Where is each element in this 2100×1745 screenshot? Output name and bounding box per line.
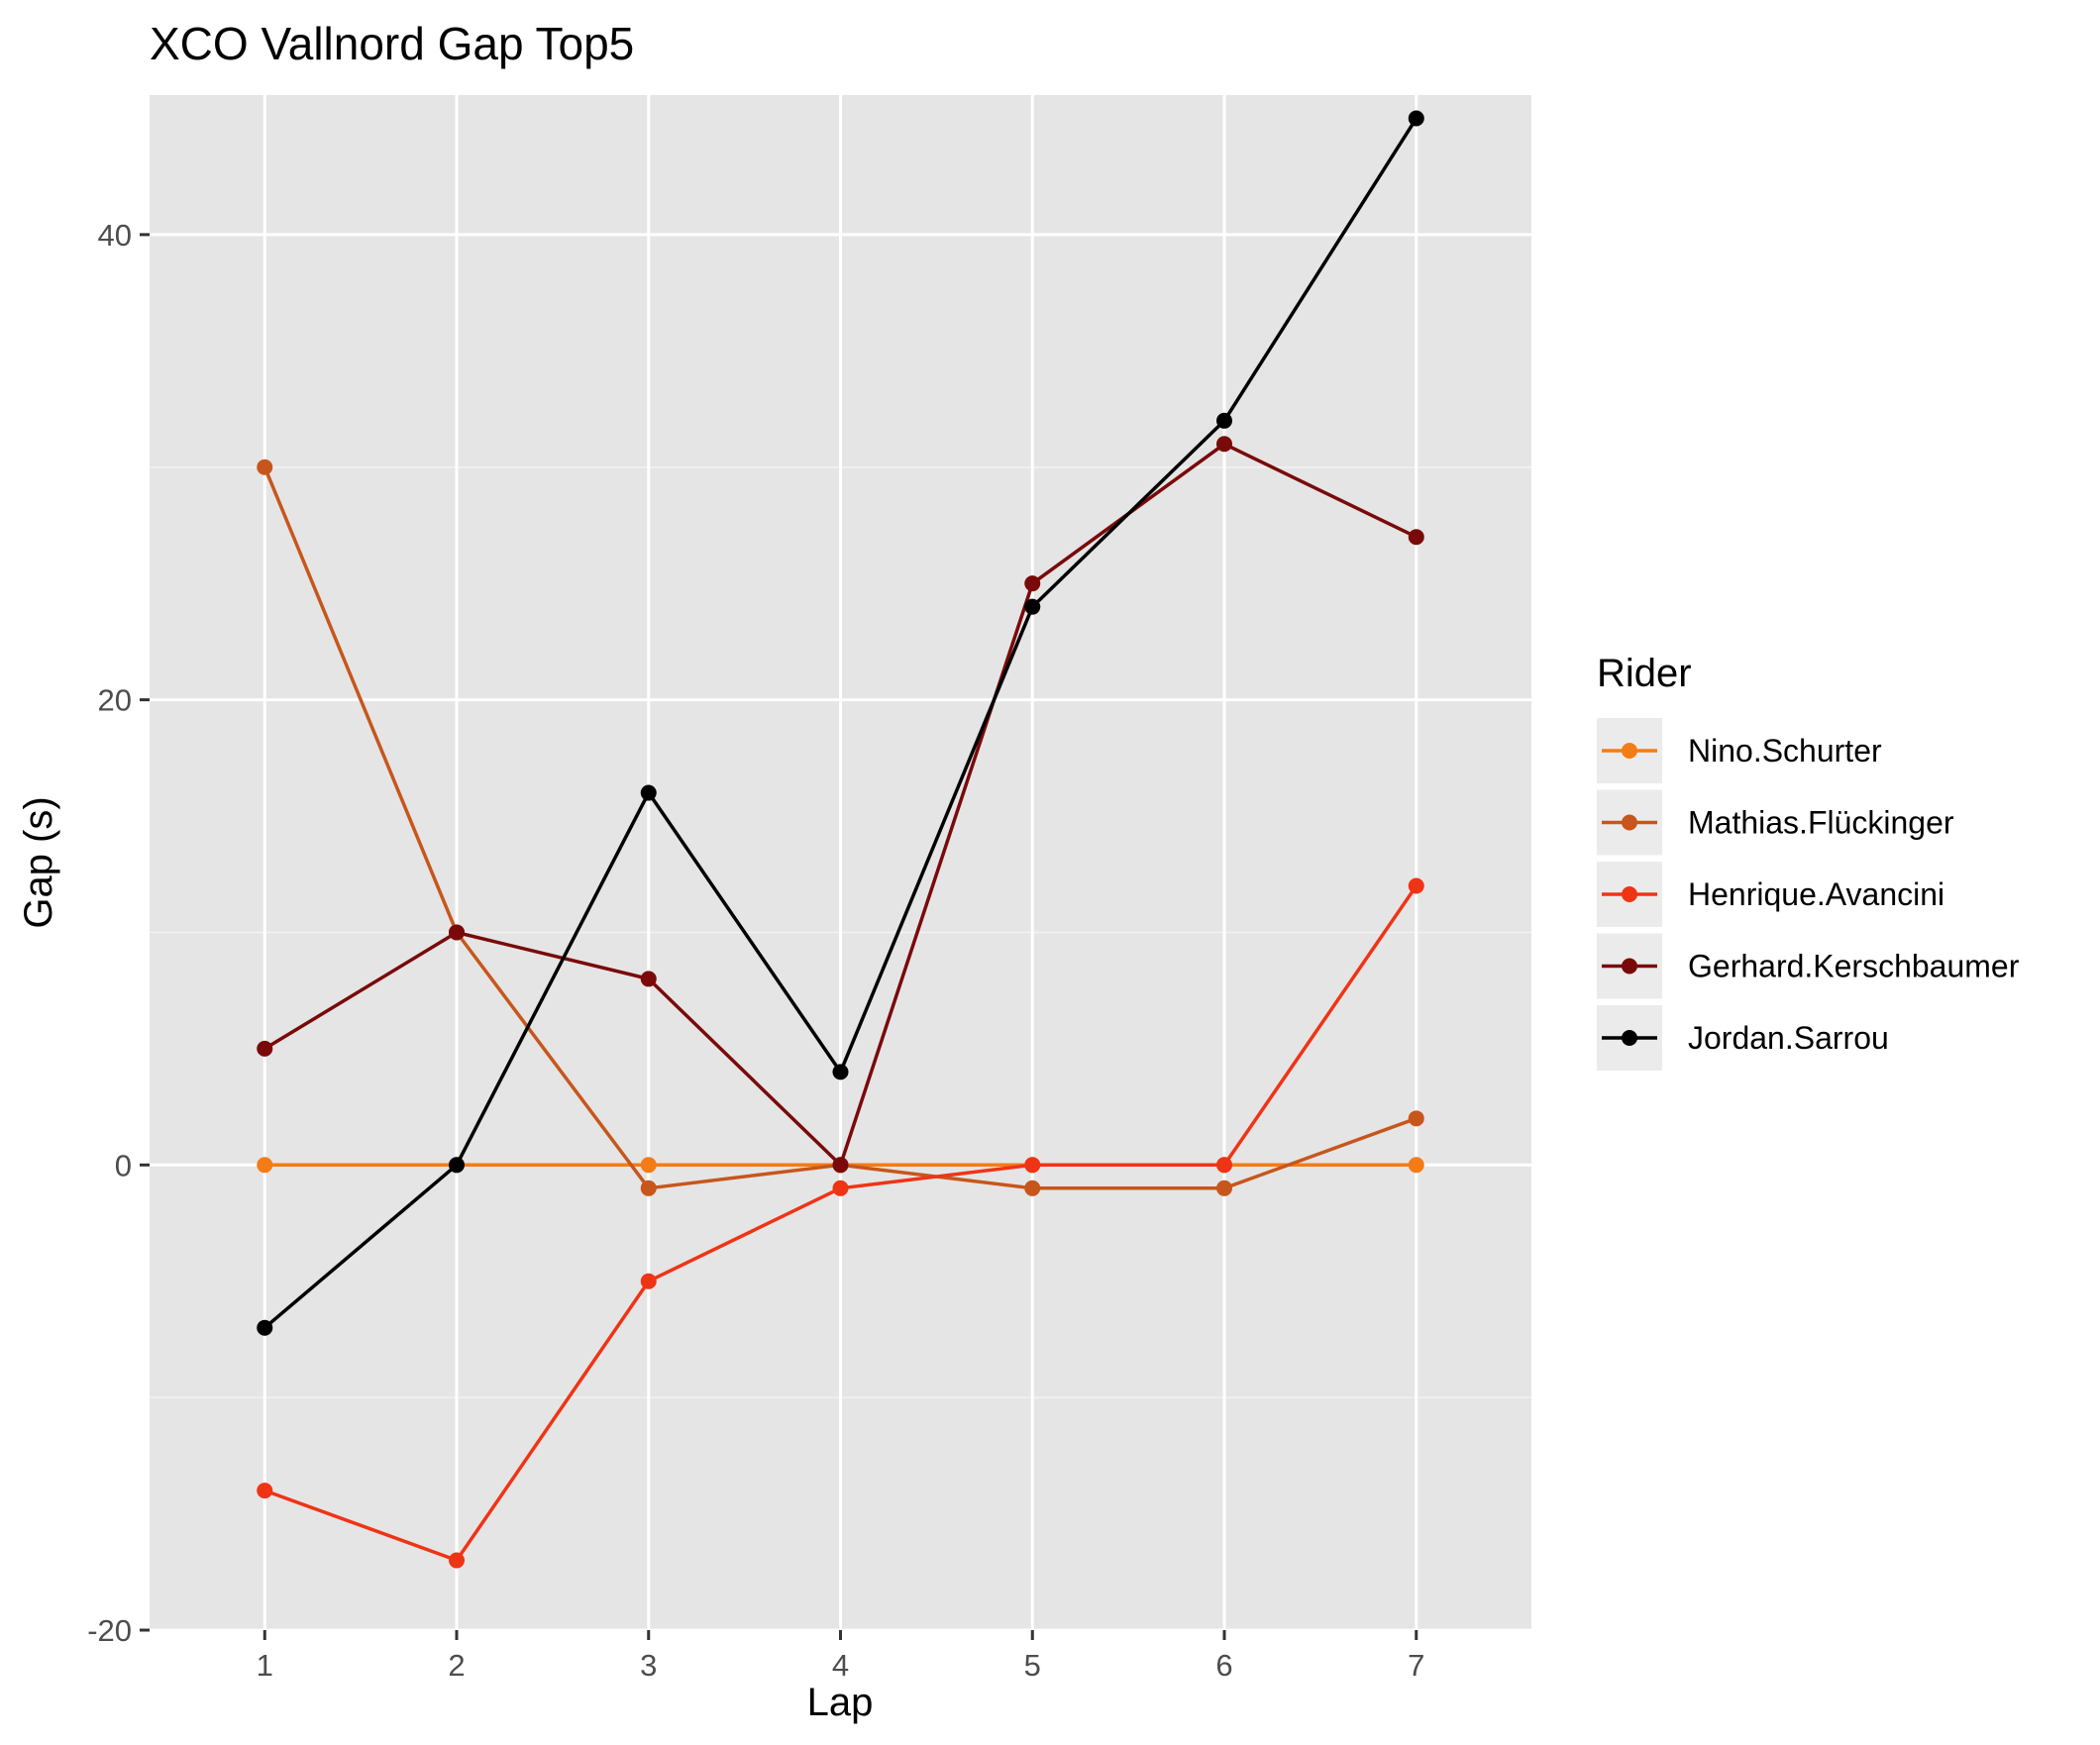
legend-label: Mathias.Flückinger — [1688, 805, 1954, 841]
data-point — [640, 1273, 657, 1289]
data-point — [1408, 877, 1424, 894]
series-Henrique.Avancini — [257, 877, 1424, 1569]
data-point — [1216, 1157, 1232, 1174]
data-point — [832, 1180, 849, 1196]
chart-title: XCO Vallnord Gap Top5 — [150, 18, 634, 69]
data-point — [257, 1157, 273, 1174]
y-axis-title: Gap (s) — [17, 796, 60, 928]
data-point — [257, 459, 273, 475]
legend-title: Rider — [1597, 652, 1692, 695]
y-tick-label: -20 — [87, 1613, 132, 1648]
data-point — [1024, 1180, 1041, 1196]
data-point — [1024, 1157, 1041, 1174]
x-tick-label: 6 — [1215, 1648, 1232, 1683]
data-point — [1216, 1180, 1232, 1196]
data-point — [1216, 436, 1232, 453]
data-point — [257, 1040, 273, 1057]
x-tick-label: 2 — [448, 1648, 465, 1683]
legend-label: Nino.Schurter — [1688, 733, 1882, 769]
legend-label: Henrique.Avancini — [1688, 876, 1944, 912]
data-point — [1408, 529, 1424, 546]
x-tick-label: 4 — [832, 1648, 849, 1683]
x-axis: 1 2 3 4 5 6 7 — [257, 1630, 1424, 1683]
data-point — [449, 924, 465, 941]
series-Gerhard.Kerschbaumer — [257, 436, 1424, 1174]
data-point — [1216, 412, 1232, 429]
legend-label: Jordan.Sarrou — [1688, 1020, 1889, 1056]
y-tick-label: 20 — [98, 683, 132, 718]
data-point — [1024, 575, 1041, 592]
x-tick-label: 7 — [1408, 1648, 1424, 1683]
legend-label: Gerhard.Kerschbaumer — [1688, 949, 2020, 984]
grid-major — [150, 95, 1531, 1632]
data-point — [257, 1319, 273, 1336]
x-axis-title: Lap — [807, 1681, 874, 1724]
data-point — [257, 1483, 273, 1499]
y-tick-label: 40 — [98, 218, 132, 253]
data-point — [640, 1180, 657, 1196]
data-point — [1408, 1110, 1424, 1127]
data-point — [640, 784, 657, 801]
y-axis: -20 0 20 40 — [87, 218, 150, 1648]
data-point — [1408, 1157, 1424, 1174]
data-point — [640, 971, 657, 987]
data-point — [1024, 598, 1041, 615]
data-point — [832, 1157, 849, 1174]
data-point — [640, 1157, 657, 1174]
legend-key-point — [1622, 743, 1637, 759]
data-point — [832, 1064, 849, 1080]
series-layer — [257, 110, 1424, 1569]
y-tick-label: 0 — [115, 1148, 132, 1182]
x-tick-label: 1 — [257, 1648, 273, 1683]
legend-key-point — [1622, 958, 1637, 975]
data-point — [449, 1157, 465, 1174]
legend-key-point — [1622, 1030, 1637, 1046]
legend-key-point — [1622, 886, 1637, 902]
series-Jordan.Sarrou — [257, 110, 1424, 1336]
legend: Rider Nino.Schurter Mathias.Flückinger Hen… — [1597, 652, 2020, 1071]
x-tick-label: 3 — [640, 1648, 657, 1683]
data-point — [449, 1552, 465, 1569]
x-tick-label: 5 — [1024, 1648, 1041, 1683]
data-point — [1408, 110, 1424, 127]
legend-key-point — [1622, 814, 1637, 831]
